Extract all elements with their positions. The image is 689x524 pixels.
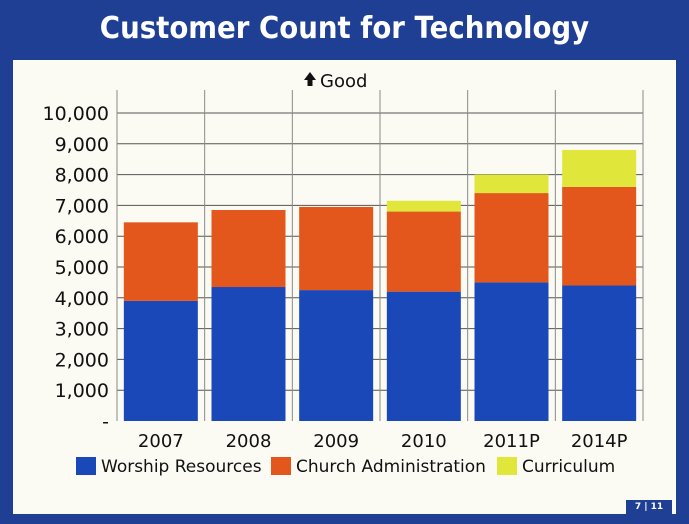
- y-tick-label: 4,000: [55, 288, 109, 310]
- y-tick-label: -: [102, 411, 109, 433]
- x-tick-label: 2010: [401, 431, 447, 452]
- bar-worship-resources-2007: [123, 300, 198, 421]
- bar-group-2008: [211, 210, 286, 421]
- bar-worship-resources-2008: [211, 287, 286, 421]
- y-tick-label: 5,000: [55, 257, 109, 279]
- bar-curriculum-2011P: [474, 174, 549, 194]
- y-tick-label: 3,000: [55, 319, 109, 341]
- chart-panel: - 1,000 2,000 3,000 4,000 5,000 6,000 7,000 8,00…: [13, 60, 676, 514]
- page-badge: 7 | 11: [626, 500, 672, 514]
- bar-church-administration-2007: [123, 222, 198, 301]
- bar-group-2007: [123, 222, 198, 421]
- legend-item-church-administration: Church Administration: [271, 457, 486, 477]
- bar-church-administration-2010: [386, 211, 461, 292]
- good-annotation: Good: [304, 71, 367, 92]
- y-tick-label: 2,000: [55, 349, 109, 371]
- chart-title: Customer Count for Technology Products: [99, 11, 590, 104]
- bar-curriculum-2010: [386, 200, 461, 212]
- bar-church-administration-2014P: [562, 186, 637, 286]
- bar-groups: [123, 149, 637, 421]
- legend-label: Church Administration: [296, 457, 486, 477]
- grid-lines: [116, 90, 644, 421]
- x-tick-label: 2007: [138, 431, 184, 452]
- y-tick-label: 9,000: [55, 134, 109, 156]
- bar-church-administration-2011P: [474, 193, 549, 283]
- bar-worship-resources-2014P: [562, 285, 637, 421]
- legend-label: Worship Resources: [101, 457, 262, 477]
- x-tick-label: 2011P: [483, 431, 540, 452]
- bar-group-2010: [386, 200, 461, 421]
- legend-swatch: [76, 457, 96, 475]
- x-tick-label: 2008: [226, 431, 272, 452]
- bar-worship-resources-2009: [299, 290, 374, 421]
- legend: Worship Resources Church Administration Cu…: [76, 457, 615, 477]
- y-tick-label: 1,000: [55, 380, 109, 402]
- good-label: Good: [320, 71, 367, 92]
- bar-group-2011P: [474, 174, 549, 421]
- bar-curriculum-2014P: [562, 149, 637, 187]
- x-tick-label: 2009: [313, 431, 359, 452]
- legend-label: Curriculum: [522, 457, 615, 477]
- bar-group-2014P: [562, 149, 637, 421]
- legend-item-worship-resources: Worship Resources: [76, 457, 262, 477]
- bar-group-2009: [299, 206, 374, 421]
- y-tick-label: 10,000: [43, 103, 109, 125]
- up-arrow-icon: [304, 72, 316, 86]
- legend-swatch: [271, 457, 291, 475]
- legend-swatch: [497, 457, 517, 475]
- legend-item-curriculum: Curriculum: [497, 457, 615, 477]
- y-tick-label: 6,000: [55, 226, 109, 248]
- chart-plot: - 1,000 2,000 3,000 4,000 5,000 6,000 7,000 8,00…: [43, 71, 644, 477]
- y-axis-ticks: - 1,000 2,000 3,000 4,000 5,000 6,000 7,000 8,00…: [43, 103, 109, 433]
- bar-church-administration-2008: [211, 210, 286, 288]
- bar-worship-resources-2011P: [474, 282, 549, 421]
- y-tick-label: 8,000: [55, 165, 109, 187]
- bar-church-administration-2009: [299, 206, 374, 291]
- y-tick-label: 7,000: [55, 195, 109, 217]
- x-axis-ticks: 2007 2008 2009 2010 2011P 2014P: [138, 431, 628, 452]
- x-tick-label: 2014P: [571, 431, 628, 452]
- bar-worship-resources-2010: [386, 291, 461, 421]
